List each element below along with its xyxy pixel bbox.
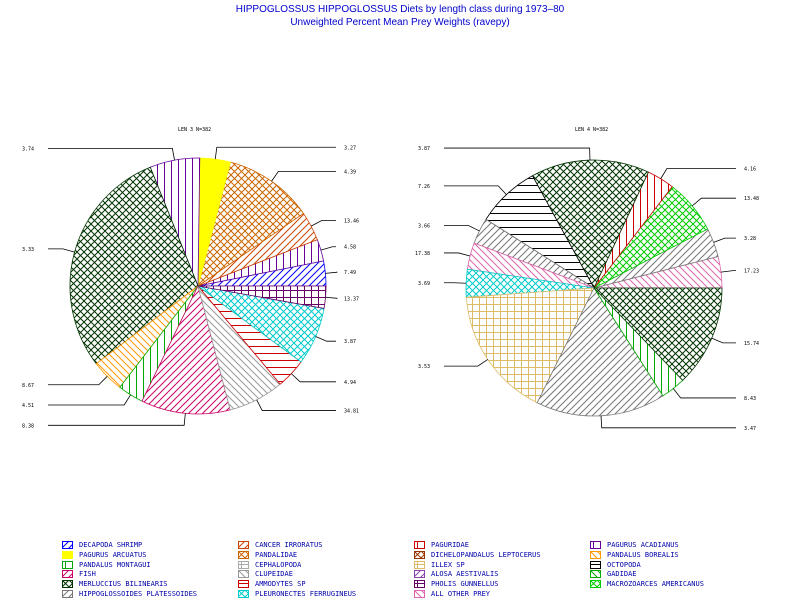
slice-value-label: 3.74 bbox=[22, 146, 34, 152]
slice-value-label: 4.51 bbox=[22, 403, 34, 409]
slice-value-label: 3.66 bbox=[418, 224, 430, 230]
leader-line bbox=[713, 237, 736, 243]
slice-value-label: 4.94 bbox=[344, 380, 356, 386]
chart-title: HIPPOGLOSSUS HIPPOGLOSSUS Diets by lengt… bbox=[235, 4, 565, 15]
slice-value-label: 4.39 bbox=[344, 169, 356, 175]
leader-line bbox=[691, 197, 736, 207]
slice-value-label: 8.38 bbox=[22, 423, 34, 429]
pie-slice-merluccius-bilinearis bbox=[69, 166, 199, 365]
leader-line bbox=[444, 359, 489, 367]
pie-chart-len4: LEN 4 N=382 4.16 13.48 3.28 17.23 15.74 8.43 3.… bbox=[415, 127, 759, 432]
leader-line bbox=[600, 415, 736, 429]
leader-line bbox=[256, 399, 336, 411]
slice-value-label: 4.16 bbox=[744, 167, 756, 173]
leader-line bbox=[444, 252, 471, 257]
chart-subtitle: Unweighted Percent Mean Prey Weights (ra… bbox=[290, 17, 510, 28]
pie-header: LEN 3 N=382 bbox=[178, 127, 211, 133]
slice-value-label: 7.49 bbox=[344, 270, 356, 276]
slice-value-label: 13.37 bbox=[344, 296, 359, 302]
slice-value-label: 3.27 bbox=[344, 145, 356, 151]
leader-line bbox=[672, 388, 736, 399]
slice-value-label: 4.58 bbox=[344, 245, 356, 251]
leader-line bbox=[325, 271, 338, 274]
pie-slice-merluccius-bilinearis bbox=[531, 159, 649, 289]
slice-value-label: 13.46 bbox=[344, 219, 359, 225]
slice-value-label: 17.38 bbox=[415, 251, 430, 257]
slice-value-label: 7.26 bbox=[418, 184, 430, 190]
slice-value-label: 3.53 bbox=[418, 364, 430, 370]
slice-value-label: 13.48 bbox=[744, 196, 759, 202]
leader-line bbox=[315, 336, 336, 342]
leader-line bbox=[48, 413, 186, 426]
slice-value-label: 8.67 bbox=[22, 383, 34, 389]
slice-value-label: 3.47 bbox=[744, 426, 756, 432]
pie-slice-pholis-gunnellus bbox=[197, 285, 327, 309]
leader-line bbox=[291, 373, 336, 383]
slice-value-label: 3.87 bbox=[344, 339, 356, 345]
slice-value-label: 17.23 bbox=[744, 269, 759, 275]
pie-slice-illex-sp bbox=[465, 287, 595, 404]
slice-value-label: 3.87 bbox=[418, 146, 430, 152]
leader-line bbox=[48, 147, 175, 161]
leader-line bbox=[444, 225, 480, 232]
leader-line bbox=[444, 185, 507, 195]
pie-slice-merluccius-bilinearis bbox=[593, 287, 723, 381]
pie-header: LEN 4 N=382 bbox=[575, 127, 608, 133]
leader-line bbox=[711, 337, 736, 344]
slice-value-label: 15.74 bbox=[744, 341, 759, 347]
leader-line bbox=[320, 246, 336, 251]
leader-line bbox=[660, 168, 736, 179]
leader-line bbox=[444, 147, 591, 161]
slice-value-label: 8.43 bbox=[744, 396, 756, 402]
pie-slice-hippoglossoides-platessoides bbox=[536, 287, 664, 417]
slice-value-label: 3.33 bbox=[22, 247, 34, 253]
pie-slice-fish bbox=[141, 284, 231, 415]
leader-line bbox=[310, 220, 336, 227]
leader-line bbox=[214, 146, 336, 160]
slice-value-label: 3.28 bbox=[744, 236, 756, 242]
pie-chart-len3: LEN 3 N=382 3.27 4.39 13.46 4.58 7.49 13.37 3.8… bbox=[22, 127, 359, 429]
slice-value-label: 3.69 bbox=[418, 281, 430, 287]
leader-line bbox=[271, 171, 336, 182]
leader-line bbox=[325, 296, 338, 299]
leader-line bbox=[720, 270, 736, 273]
slice-value-label: 34.81 bbox=[344, 408, 359, 414]
leader-line bbox=[48, 248, 75, 253]
leader-line bbox=[48, 376, 108, 386]
leader-line bbox=[48, 394, 131, 406]
